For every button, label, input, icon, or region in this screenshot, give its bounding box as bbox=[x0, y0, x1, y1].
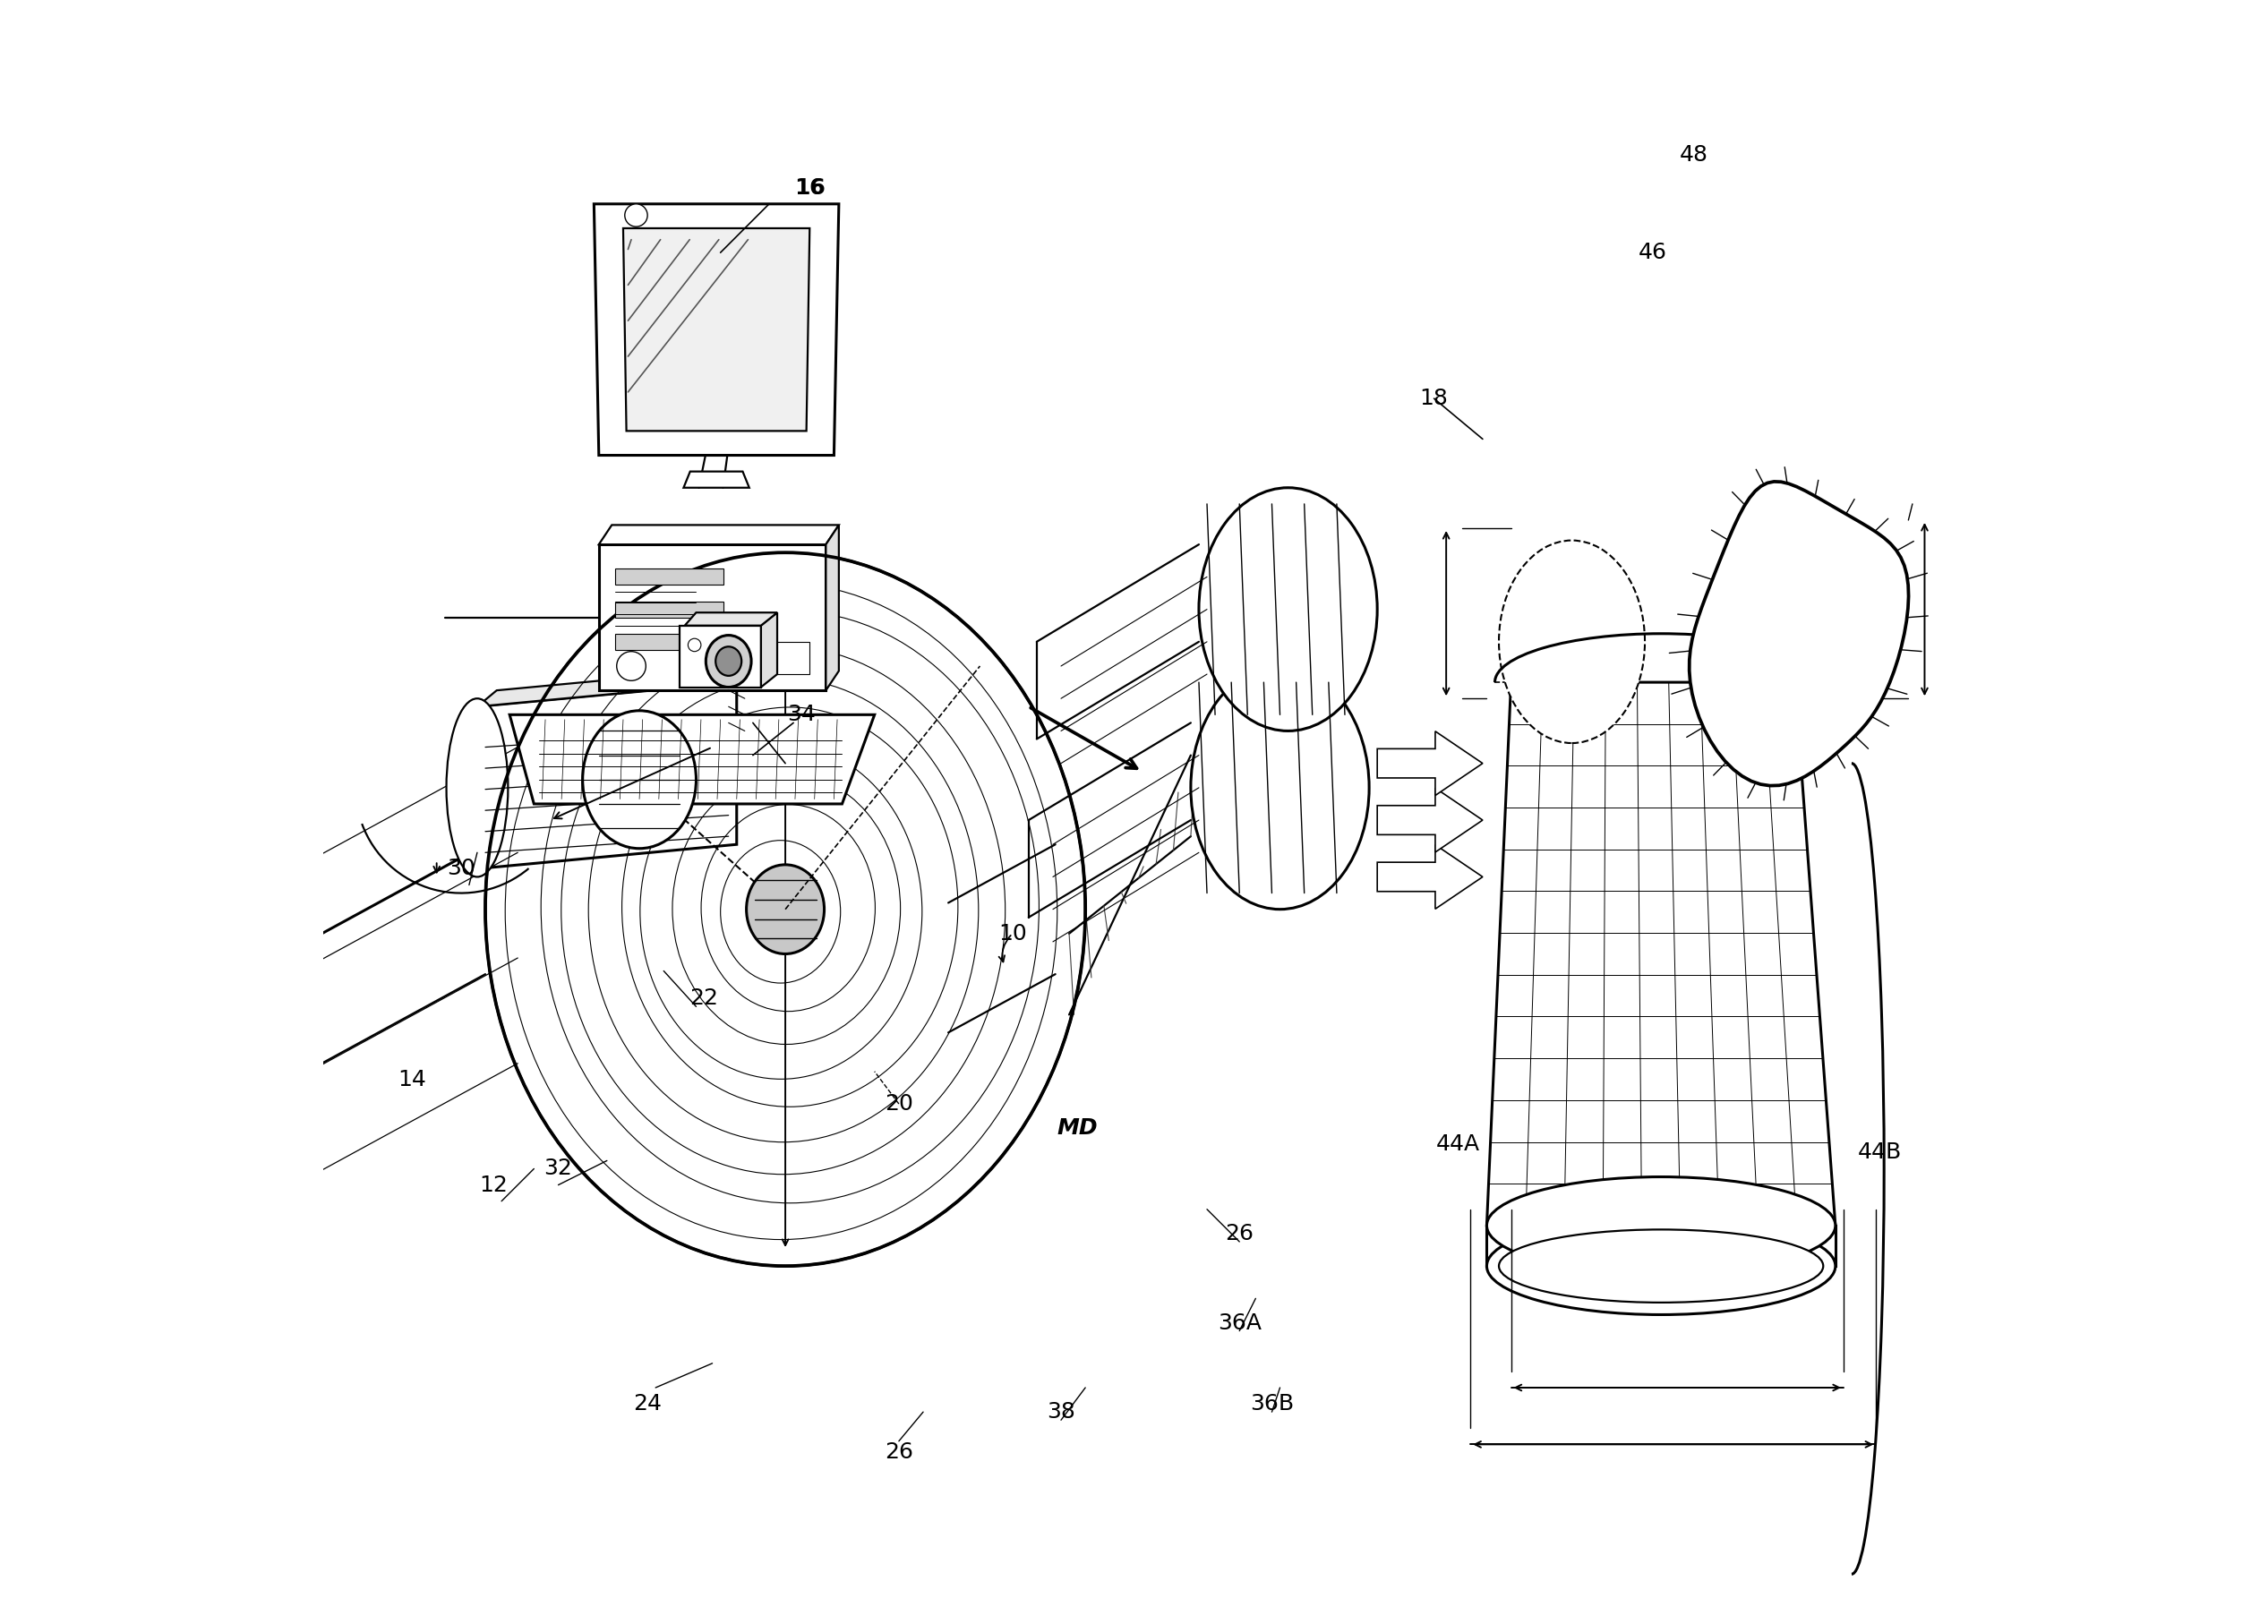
Text: 22: 22 bbox=[689, 987, 719, 1009]
Polygon shape bbox=[615, 633, 723, 650]
Polygon shape bbox=[1488, 682, 1835, 1226]
Polygon shape bbox=[615, 601, 723, 617]
Text: MD: MD bbox=[1057, 1117, 1098, 1138]
Ellipse shape bbox=[717, 646, 742, 676]
Text: 24: 24 bbox=[633, 1393, 662, 1415]
Ellipse shape bbox=[583, 711, 696, 848]
Text: 14: 14 bbox=[399, 1069, 426, 1090]
Ellipse shape bbox=[1499, 1229, 1823, 1302]
Text: 36A: 36A bbox=[1218, 1312, 1261, 1333]
Text: 48: 48 bbox=[1678, 145, 1708, 166]
Polygon shape bbox=[1690, 482, 1910, 786]
Polygon shape bbox=[1377, 844, 1483, 909]
Text: 10: 10 bbox=[998, 922, 1027, 945]
Circle shape bbox=[687, 638, 701, 651]
Ellipse shape bbox=[746, 864, 823, 953]
Polygon shape bbox=[685, 612, 778, 625]
Polygon shape bbox=[683, 471, 748, 487]
Text: 16: 16 bbox=[796, 177, 823, 198]
Polygon shape bbox=[615, 568, 723, 585]
Polygon shape bbox=[728, 641, 810, 674]
Text: 20: 20 bbox=[885, 1093, 914, 1114]
Polygon shape bbox=[476, 666, 755, 706]
Polygon shape bbox=[510, 715, 875, 804]
Text: 44A: 44A bbox=[1436, 1134, 1481, 1155]
Polygon shape bbox=[476, 682, 737, 869]
Text: 44B: 44B bbox=[1857, 1142, 1903, 1163]
Polygon shape bbox=[826, 525, 839, 690]
Polygon shape bbox=[624, 229, 810, 430]
Ellipse shape bbox=[485, 552, 1086, 1267]
Ellipse shape bbox=[1191, 666, 1370, 909]
Polygon shape bbox=[594, 205, 839, 455]
Ellipse shape bbox=[1488, 1218, 1835, 1315]
Polygon shape bbox=[599, 525, 839, 544]
Text: 26: 26 bbox=[1225, 1223, 1254, 1244]
Circle shape bbox=[624, 205, 646, 227]
Polygon shape bbox=[680, 625, 762, 687]
Text: 36B: 36B bbox=[1250, 1393, 1293, 1415]
Ellipse shape bbox=[1488, 1177, 1835, 1275]
Ellipse shape bbox=[1200, 487, 1377, 731]
Polygon shape bbox=[599, 544, 826, 690]
Text: 12: 12 bbox=[479, 1174, 508, 1195]
Text: 18: 18 bbox=[1420, 388, 1449, 409]
Text: 32: 32 bbox=[544, 1158, 572, 1179]
Text: 30: 30 bbox=[447, 857, 476, 880]
Text: 34: 34 bbox=[787, 703, 816, 726]
Text: 16: 16 bbox=[794, 177, 826, 198]
Ellipse shape bbox=[1499, 541, 1644, 744]
Text: 46: 46 bbox=[1637, 242, 1667, 263]
Ellipse shape bbox=[447, 698, 508, 877]
Text: 26: 26 bbox=[885, 1442, 914, 1463]
Circle shape bbox=[617, 651, 646, 680]
Polygon shape bbox=[762, 612, 778, 687]
Text: 38: 38 bbox=[1048, 1402, 1075, 1423]
Polygon shape bbox=[1377, 731, 1483, 796]
Polygon shape bbox=[1377, 788, 1483, 853]
Polygon shape bbox=[1488, 1226, 1835, 1267]
Ellipse shape bbox=[705, 635, 751, 687]
